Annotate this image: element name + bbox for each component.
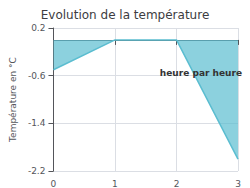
svg-text:-0.6: -0.6 <box>28 71 46 81</box>
svg-text:Evolution de la température: Evolution de la température <box>41 8 210 22</box>
svg-text:-2.2: -2.2 <box>28 166 46 176</box>
svg-text:0: 0 <box>51 179 57 188</box>
svg-text:-1.4: -1.4 <box>28 118 46 128</box>
svg-text:0.2: 0.2 <box>31 23 45 33</box>
svg-text:2: 2 <box>174 179 180 188</box>
svg-text:3: 3 <box>235 179 241 188</box>
svg-text:heure par heure: heure par heure <box>160 68 242 78</box>
svg-text:1: 1 <box>112 179 118 188</box>
svg-text:Température en °C: Température en °C <box>8 57 18 143</box>
